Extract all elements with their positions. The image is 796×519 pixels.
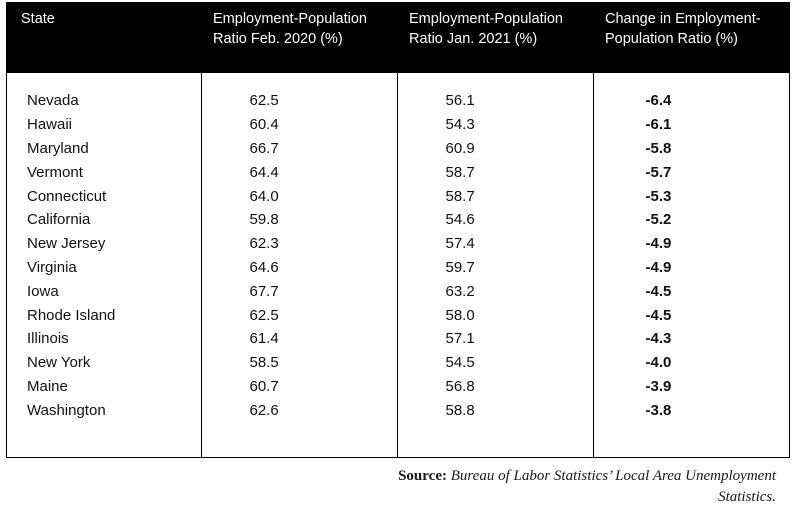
jan-2021-cell: 59.7 (397, 255, 594, 280)
filler-row (7, 422, 789, 457)
change-cell: -3.8 (645, 401, 672, 419)
jan-2021-cell: 54.3 (397, 112, 594, 137)
state-cell: New York (7, 350, 202, 375)
header-jan-2021: Employment-Population Ratio Jan. 2021 (%… (397, 3, 593, 73)
table-row: Vermont 64.4 58.7 -5.7 (7, 160, 789, 185)
jan-2021-cell: 58.8 (397, 398, 594, 423)
feb-2020-cell: 64.6 (201, 255, 398, 280)
change-cell: -6.4 (645, 92, 672, 110)
state-cell: Illinois (7, 326, 202, 351)
header-feb-2020: Employment-Population Ratio Feb. 2020 (%… (201, 3, 397, 73)
state-cell: Vermont (7, 160, 202, 185)
feb-2020-cell: 64.4 (201, 160, 398, 185)
table-row: New Jersey 62.3 57.4 -4.9 (7, 231, 789, 256)
state-cell: Iowa (7, 279, 202, 304)
feb-2020-cell: 66.7 (201, 136, 398, 161)
state-cell: Connecticut (7, 184, 202, 208)
change-cell: -3.9 (645, 377, 672, 395)
source-note: Source: Bureau of Labor Statistics’ Loca… (356, 466, 776, 508)
feb-2020-cell: 67.7 (201, 279, 398, 304)
table-row: Virginia 64.6 59.7 -4.9 (7, 255, 789, 280)
table-row: New York 58.5 54.5 -4.0 (7, 350, 789, 375)
feb-2020-cell: 60.4 (201, 112, 398, 137)
change-cell: -5.3 (645, 187, 672, 205)
change-cell: -4.9 (645, 235, 672, 253)
table-row: Iowa 67.7 63.2 -4.5 (7, 279, 789, 304)
feb-2020-cell: 62.5 (201, 303, 398, 327)
header-row: State Employment-Population Ratio Feb. 2… (7, 3, 789, 73)
jan-2021-cell: 56.8 (397, 374, 594, 399)
state-cell: Washington (7, 398, 202, 423)
table-row: Connecticut 64.0 58.7 -5.3 (7, 184, 789, 208)
source-label: Source: (398, 468, 447, 484)
table-header: State Employment-Population Ratio Feb. 2… (7, 3, 789, 73)
change-cell: -5.8 (645, 139, 672, 157)
change-cell: -5.7 (645, 163, 672, 181)
feb-2020-cell: 60.7 (201, 374, 398, 399)
change-cell: -4.3 (645, 330, 672, 348)
feb-2020-cell: 58.5 (201, 350, 398, 375)
feb-2020-cell: 62.5 (201, 89, 398, 113)
header-change: Change in Employment-Population Ratio (%… (593, 3, 789, 73)
change-cell: -4.5 (645, 306, 672, 324)
change-cell: -4.5 (645, 282, 672, 300)
change-cell: -6.1 (645, 116, 672, 134)
jan-2021-cell: 54.6 (397, 207, 594, 232)
change-cell: -5.2 (645, 211, 672, 229)
jan-2021-cell: 58.0 (397, 303, 594, 327)
state-cell: Hawaii (7, 112, 202, 137)
source-text: Bureau of Labor Statistics’ Local Area U… (450, 468, 776, 505)
jan-2021-cell: 57.4 (397, 231, 594, 256)
jan-2021-cell: 60.9 (397, 136, 594, 161)
employment-ratio-table: State Employment-Population Ratio Feb. 2… (7, 3, 789, 457)
feb-2020-cell: 64.0 (201, 184, 398, 208)
feb-2020-cell: 62.3 (201, 231, 398, 256)
change-cell: -4.9 (645, 258, 672, 276)
feb-2020-cell: 61.4 (201, 326, 398, 351)
jan-2021-cell: 54.5 (397, 350, 594, 375)
feb-2020-cell: 62.6 (201, 398, 398, 423)
table-row: Maryland 66.7 60.9 -5.8 (7, 136, 789, 161)
state-cell: Nevada (7, 89, 202, 113)
jan-2021-cell: 56.1 (397, 89, 594, 113)
jan-2021-cell: 57.1 (397, 326, 594, 351)
state-cell: Maine (7, 374, 202, 399)
jan-2021-cell: 58.7 (397, 160, 594, 185)
header-state: State (7, 3, 201, 73)
jan-2021-cell: 58.7 (397, 184, 594, 208)
table-row: Nevada 62.5 56.1 -6.4 (7, 89, 789, 113)
table-row: California 59.8 54.6 -5.2 (7, 207, 789, 232)
jan-2021-cell: 63.2 (397, 279, 594, 304)
state-cell: New Jersey (7, 231, 202, 256)
table-row: Hawaii 60.4 54.3 -6.1 (7, 112, 789, 137)
spacer-row (7, 73, 789, 89)
table-row: Washington 62.6 58.8 -3.8 (7, 398, 789, 423)
change-cell: -4.0 (645, 354, 672, 372)
table-row: Rhode Island 62.5 58.0 -4.5 (7, 303, 789, 327)
table-body: Nevada 62.5 56.1 -6.4 Hawaii 60.4 54.3 -6.1 Mary… (7, 73, 789, 457)
state-cell: California (7, 207, 202, 232)
state-cell: Virginia (7, 255, 202, 280)
table-row: Illinois 61.4 57.1 -4.3 (7, 326, 789, 351)
feb-2020-cell: 59.8 (201, 207, 398, 232)
table-row: Maine 60.7 56.8 -3.9 (7, 374, 789, 399)
state-cell: Rhode Island (7, 303, 202, 327)
state-cell: Maryland (7, 136, 202, 161)
data-table-container: State Employment-Population Ratio Feb. 2… (6, 2, 790, 458)
